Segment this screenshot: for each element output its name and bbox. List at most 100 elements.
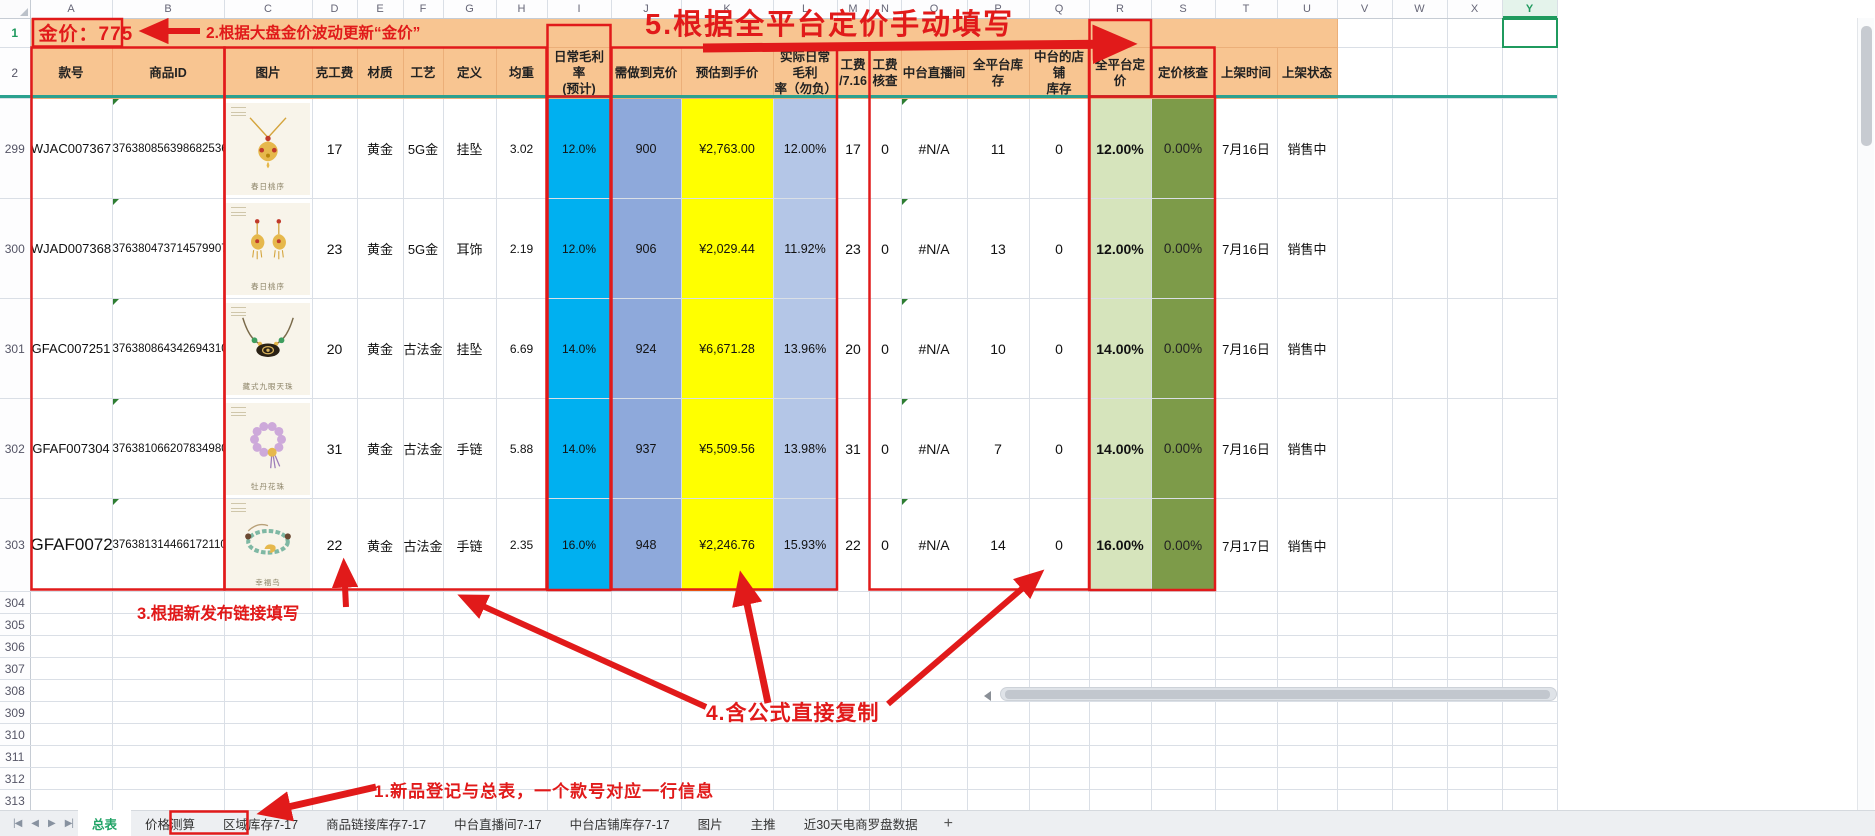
cell[interactable] <box>403 767 444 791</box>
cell[interactable] <box>443 613 497 637</box>
cell-gram-fee[interactable]: 23 <box>312 198 358 300</box>
cell[interactable] <box>837 591 870 615</box>
cell-category[interactable]: 耳饰 <box>443 198 497 300</box>
cell-image[interactable]: 幸福鸟 <box>224 498 313 593</box>
cell[interactable] <box>443 679 497 703</box>
cell[interactable] <box>1337 701 1393 725</box>
cell-est-price[interactable]: ¥2,029.44 <box>681 198 774 300</box>
cell[interactable] <box>30 591 113 615</box>
col-header-avg_weight[interactable]: 均重 <box>496 47 548 100</box>
cell[interactable] <box>1502 767 1558 791</box>
cell[interactable] <box>1089 591 1152 615</box>
cell[interactable] <box>443 767 497 791</box>
cell-fee-check[interactable]: 0 <box>869 198 902 300</box>
sheet-tab-中台店铺库存7-17[interactable]: 中台店铺库存7-17 <box>569 818 670 832</box>
vertical-scrollbar[interactable] <box>1857 18 1874 810</box>
cell-platform-price[interactable]: 12.00% <box>1089 98 1152 200</box>
cell[interactable] <box>112 657 225 681</box>
cell[interactable] <box>611 613 682 637</box>
cell[interactable] <box>1447 198 1503 300</box>
sheets-first-icon[interactable]: |◀ <box>13 818 22 829</box>
cell[interactable] <box>30 745 113 769</box>
cell[interactable] <box>1089 723 1152 747</box>
cell[interactable] <box>403 745 444 769</box>
cell[interactable] <box>611 723 682 747</box>
cell[interactable] <box>30 679 113 703</box>
cell[interactable] <box>1447 498 1503 593</box>
cell[interactable] <box>1089 613 1152 637</box>
cell[interactable] <box>869 789 902 813</box>
column-header-J[interactable]: J <box>611 0 682 19</box>
col-header-platform_stock[interactable]: 全平台库存 <box>967 47 1030 100</box>
cell-sku[interactable]: GFAF007304 <box>30 398 113 500</box>
cell[interactable] <box>1392 47 1448 100</box>
sheet-tab-总表[interactable]: 总表 <box>78 810 132 836</box>
cell[interactable] <box>1337 745 1393 769</box>
cell-material[interactable]: 黄金 <box>357 198 404 300</box>
row-number[interactable]: 300 <box>0 198 31 300</box>
cell[interactable] <box>1447 723 1503 747</box>
cell[interactable] <box>1502 635 1558 659</box>
col-header-sku[interactable]: 款号 <box>30 47 113 100</box>
cell-live-room[interactable]: #N/A <box>901 298 968 400</box>
cell[interactable] <box>611 657 682 681</box>
cell[interactable] <box>403 723 444 747</box>
row-number[interactable]: 299 <box>0 98 31 200</box>
col-header-target_gram_price[interactable]: 需做到克价 <box>611 47 682 100</box>
cell[interactable] <box>496 723 548 747</box>
cell[interactable] <box>681 657 774 681</box>
cell[interactable] <box>1392 723 1448 747</box>
horizontal-scrollbar-thumb[interactable] <box>1005 690 1550 699</box>
row-number-309[interactable]: 309 <box>0 701 31 725</box>
cell-launch-date[interactable]: 7月16日 <box>1215 198 1278 300</box>
cell-image[interactable]: 藏式九眼天珠 <box>224 298 313 400</box>
column-header-I[interactable]: I <box>547 0 612 19</box>
cell[interactable] <box>837 745 870 769</box>
cell-avg-weight[interactable]: 5.88 <box>496 398 548 500</box>
cell-category[interactable]: 手链 <box>443 498 497 593</box>
cell[interactable] <box>681 613 774 637</box>
cell[interactable] <box>357 657 404 681</box>
cell-launch-date[interactable]: 7月16日 <box>1215 98 1278 200</box>
cell-platform-price[interactable]: 16.00% <box>1089 498 1152 593</box>
col-header-category[interactable]: 定义 <box>443 47 497 100</box>
cell[interactable] <box>547 723 612 747</box>
cell[interactable] <box>1392 789 1448 813</box>
cell[interactable] <box>30 701 113 725</box>
cell-gram-fee[interactable]: 31 <box>312 398 358 500</box>
cell[interactable] <box>1502 657 1558 681</box>
cell[interactable] <box>967 657 1030 681</box>
cell-status[interactable]: 销售中 <box>1277 298 1338 400</box>
cell[interactable] <box>443 723 497 747</box>
cell[interactable] <box>547 745 612 769</box>
cell-avg-weight[interactable]: 2.35 <box>496 498 548 593</box>
cell[interactable] <box>773 635 838 659</box>
column-header-G[interactable]: G <box>443 0 497 19</box>
cell[interactable] <box>1447 635 1503 659</box>
cell[interactable] <box>1392 98 1448 200</box>
cell-platform-stock[interactable]: 13 <box>967 198 1030 300</box>
cell-status[interactable]: 销售中 <box>1277 98 1338 200</box>
cell[interactable] <box>30 657 113 681</box>
cell-actual-margin[interactable]: 13.98% <box>773 398 838 500</box>
cell-status[interactable]: 销售中 <box>1277 498 1338 593</box>
cell[interactable] <box>443 701 497 725</box>
add-sheet-button[interactable]: + <box>943 814 953 832</box>
cell[interactable] <box>1277 767 1338 791</box>
cell[interactable] <box>1089 701 1152 725</box>
column-header-D[interactable]: D <box>312 0 358 19</box>
cell[interactable] <box>1392 657 1448 681</box>
cell-est-price[interactable]: ¥2,763.00 <box>681 98 774 200</box>
column-header-Y[interactable]: Y <box>1502 0 1558 19</box>
row-number[interactable]: 301 <box>0 298 31 400</box>
cell[interactable] <box>1215 635 1278 659</box>
cell-est-price[interactable]: ¥5,509.56 <box>681 398 774 500</box>
cell[interactable] <box>1447 701 1503 725</box>
cell-category[interactable]: 手链 <box>443 398 497 500</box>
cell[interactable] <box>1029 657 1090 681</box>
cell[interactable] <box>1392 635 1448 659</box>
cell-craft[interactable]: 5G金 <box>403 98 444 200</box>
cell-store-stock[interactable]: 0 <box>1029 498 1090 593</box>
cell[interactable] <box>1337 47 1393 100</box>
cell-sku[interactable]: WJAD007368 <box>30 198 113 300</box>
